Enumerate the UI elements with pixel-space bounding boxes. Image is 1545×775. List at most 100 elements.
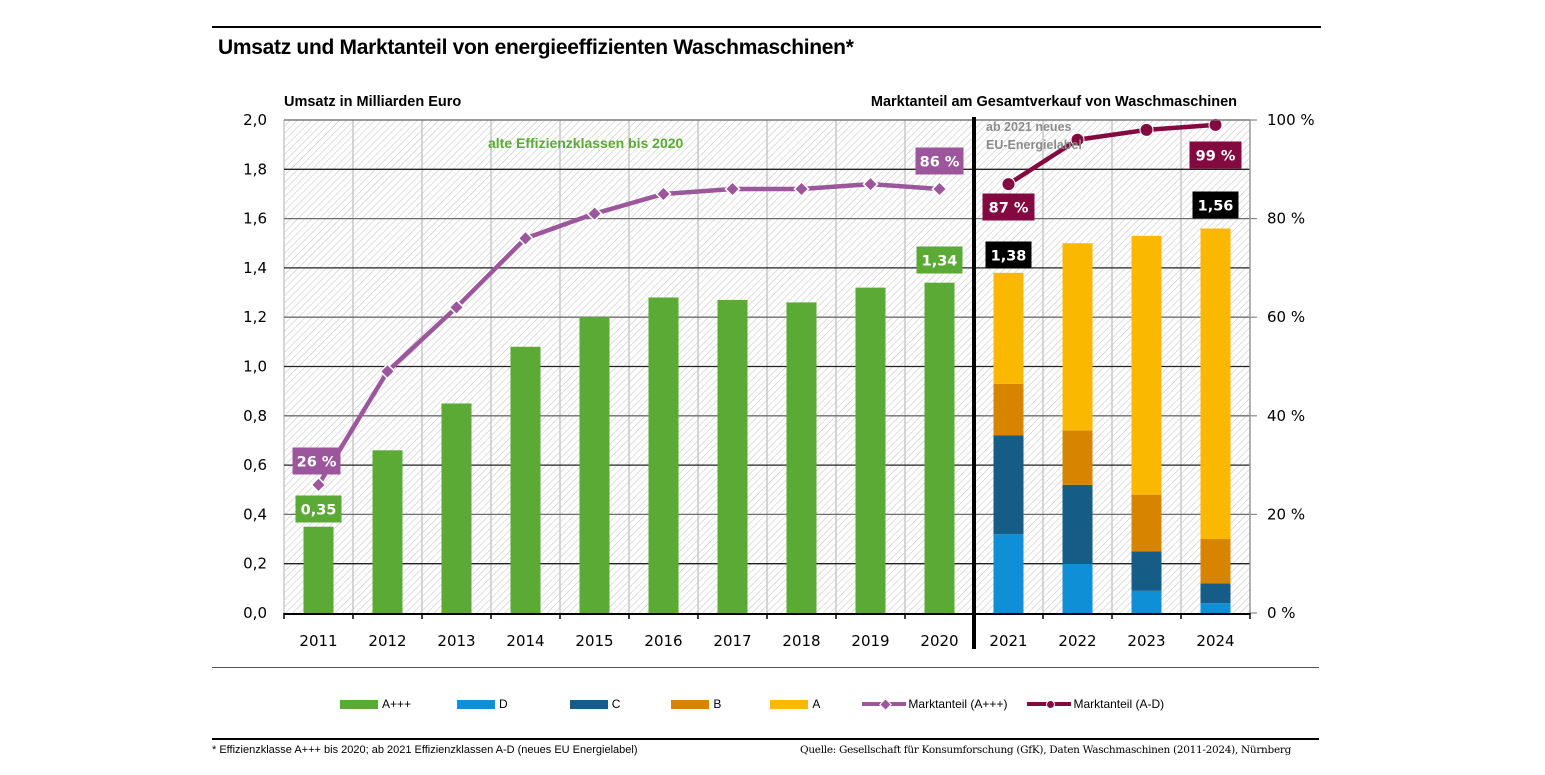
legend-label: Marktanteil (A-D) — [1073, 697, 1165, 711]
y-right-tick-label: 20 % — [1267, 505, 1305, 523]
bar-a--2013 — [441, 403, 472, 613]
legend-item-c: C — [569, 697, 621, 711]
legend-swatch-d — [457, 699, 496, 709]
legend-swatch-c — [569, 699, 608, 709]
data-label-box — [985, 241, 1032, 269]
legend-swatch-a-plus — [340, 699, 378, 709]
data-label: 1,38 — [991, 249, 1027, 265]
marker-marktanteil-a-d — [1139, 122, 1154, 137]
legend-label: C — [611, 697, 621, 711]
y-left-tick-label: 0,6 — [243, 456, 267, 474]
bar-d-2023 — [1131, 590, 1162, 613]
data-label: 1,34 — [922, 254, 958, 270]
footer-rule — [212, 738, 1319, 740]
marker-marktanteil-a — [724, 180, 741, 198]
y-right-tick-label: 100 % — [1267, 111, 1315, 129]
data-label: 26 % — [297, 455, 337, 471]
bar-b-2024 — [1200, 539, 1231, 584]
y-left-tick-label: 0,2 — [243, 555, 267, 573]
y-left-tick-label: 0,8 — [243, 407, 267, 425]
bar-b-2022 — [1062, 430, 1093, 485]
marker-marktanteil-a-d — [1208, 117, 1223, 132]
legend-line-circle-icon — [1027, 698, 1072, 710]
x-tick-label: 2018 — [782, 632, 820, 650]
marker-marktanteil-a — [448, 299, 465, 316]
x-tick-label: 2011 — [299, 632, 337, 650]
legend-label: B — [713, 697, 722, 711]
legend-label: A — [812, 697, 821, 711]
data-label-box — [916, 246, 963, 274]
footnote: * Effizienzklasse A+++ bis 2020; ab 2021… — [212, 744, 638, 756]
marker-marktanteil-a — [310, 476, 327, 493]
x-tick-label: 2022 — [1058, 632, 1096, 650]
y-left-tick-label: 0,4 — [243, 505, 267, 523]
bar-d-2022 — [1062, 563, 1093, 613]
y-right-tick-label: 40 % — [1267, 407, 1305, 425]
x-tick-label: 2012 — [368, 632, 406, 650]
data-label: 86 % — [920, 155, 960, 171]
data-label: 99 % — [1196, 149, 1236, 165]
legend-label: A+++ — [382, 697, 412, 711]
marker-marktanteil-a — [655, 185, 672, 203]
x-tick-label: 2015 — [575, 632, 613, 650]
y-left-tick-label: 1,4 — [243, 259, 267, 277]
left-axis-title: Umsatz in Milliarden Euro — [284, 94, 461, 110]
bar-a--2020 — [924, 282, 955, 613]
legend-label: Marktanteil (A+++) — [908, 697, 1008, 711]
annotation-old-classes: alte Effizienzklassen bis 2020 — [488, 135, 684, 151]
y-right-tick-label: 60 % — [1267, 308, 1305, 326]
bar-a--2014 — [510, 346, 541, 613]
bar-d-2024 — [1200, 603, 1231, 613]
x-tick-label: 2023 — [1127, 632, 1165, 650]
marker-marktanteil-a-d — [1001, 177, 1016, 192]
legend: A+++ D C B A Marktanteil (A+++) Marktant… — [340, 697, 1164, 711]
bar-d-2021 — [993, 534, 1024, 613]
data-label: 1,56 — [1198, 199, 1234, 215]
line-marktanteil-a — [316, 181, 940, 486]
legend-item-share-a-d: Marktanteil (A-D) — [1027, 697, 1164, 711]
x-tick-label: 2021 — [989, 632, 1027, 650]
data-label-box — [295, 495, 342, 523]
top-rule — [212, 26, 1321, 28]
chart-title: Umsatz und Marktanteil von energieeffizi… — [218, 36, 854, 59]
x-tick-label: 2020 — [920, 632, 958, 650]
x-tick-label: 2019 — [851, 632, 889, 650]
bar-a--2016 — [648, 297, 679, 613]
source-note: Quelle: Gesellschaft für Konsumforschung… — [800, 744, 1291, 756]
marker-marktanteil-a — [586, 205, 603, 222]
bar-c-2021 — [993, 435, 1024, 535]
legend-item-a-plus: A+++ — [340, 697, 411, 711]
marker-marktanteil-a — [862, 175, 879, 193]
bar-a--2015 — [579, 317, 610, 613]
bar-a--2018 — [786, 302, 817, 613]
data-label-box — [292, 447, 341, 475]
data-label: 0,35 — [301, 503, 337, 519]
bar-a-2021 — [993, 272, 1024, 384]
legend-top-rule — [212, 667, 1319, 668]
legend-label: D — [499, 697, 508, 711]
y-left-tick-label: 2,0 — [243, 111, 267, 129]
bar-a--2019 — [855, 287, 886, 613]
legend-line-diamond-icon — [862, 698, 907, 711]
data-label-box — [1192, 191, 1239, 219]
x-tick-label: 2024 — [1196, 632, 1234, 650]
bar-a-2024 — [1200, 228, 1231, 540]
data-label-box — [982, 193, 1035, 221]
bar-a-2022 — [1062, 243, 1093, 431]
legend-item-a: A — [770, 697, 820, 711]
data-label: 87 % — [989, 201, 1029, 217]
data-label-box — [1189, 141, 1242, 169]
marker-marktanteil-a-d — [1070, 132, 1085, 147]
annotation-new-label-1: ab 2021 neues — [986, 120, 1072, 134]
annotation-new-label-2: EU-Energielabel — [986, 138, 1082, 152]
bar-a--2011 — [303, 526, 334, 613]
x-tick-label: 2014 — [506, 632, 544, 650]
bar-a-2023 — [1131, 235, 1162, 495]
x-tick-label: 2013 — [437, 632, 475, 650]
y-left-tick-label: 1,6 — [243, 210, 267, 228]
line-marktanteil-a-d — [1007, 122, 1216, 186]
right-axis-title: Marktanteil am Gesamtverkauf von Waschma… — [871, 94, 1237, 110]
marker-marktanteil-a — [517, 230, 534, 247]
x-tick-label: 2017 — [713, 632, 751, 650]
